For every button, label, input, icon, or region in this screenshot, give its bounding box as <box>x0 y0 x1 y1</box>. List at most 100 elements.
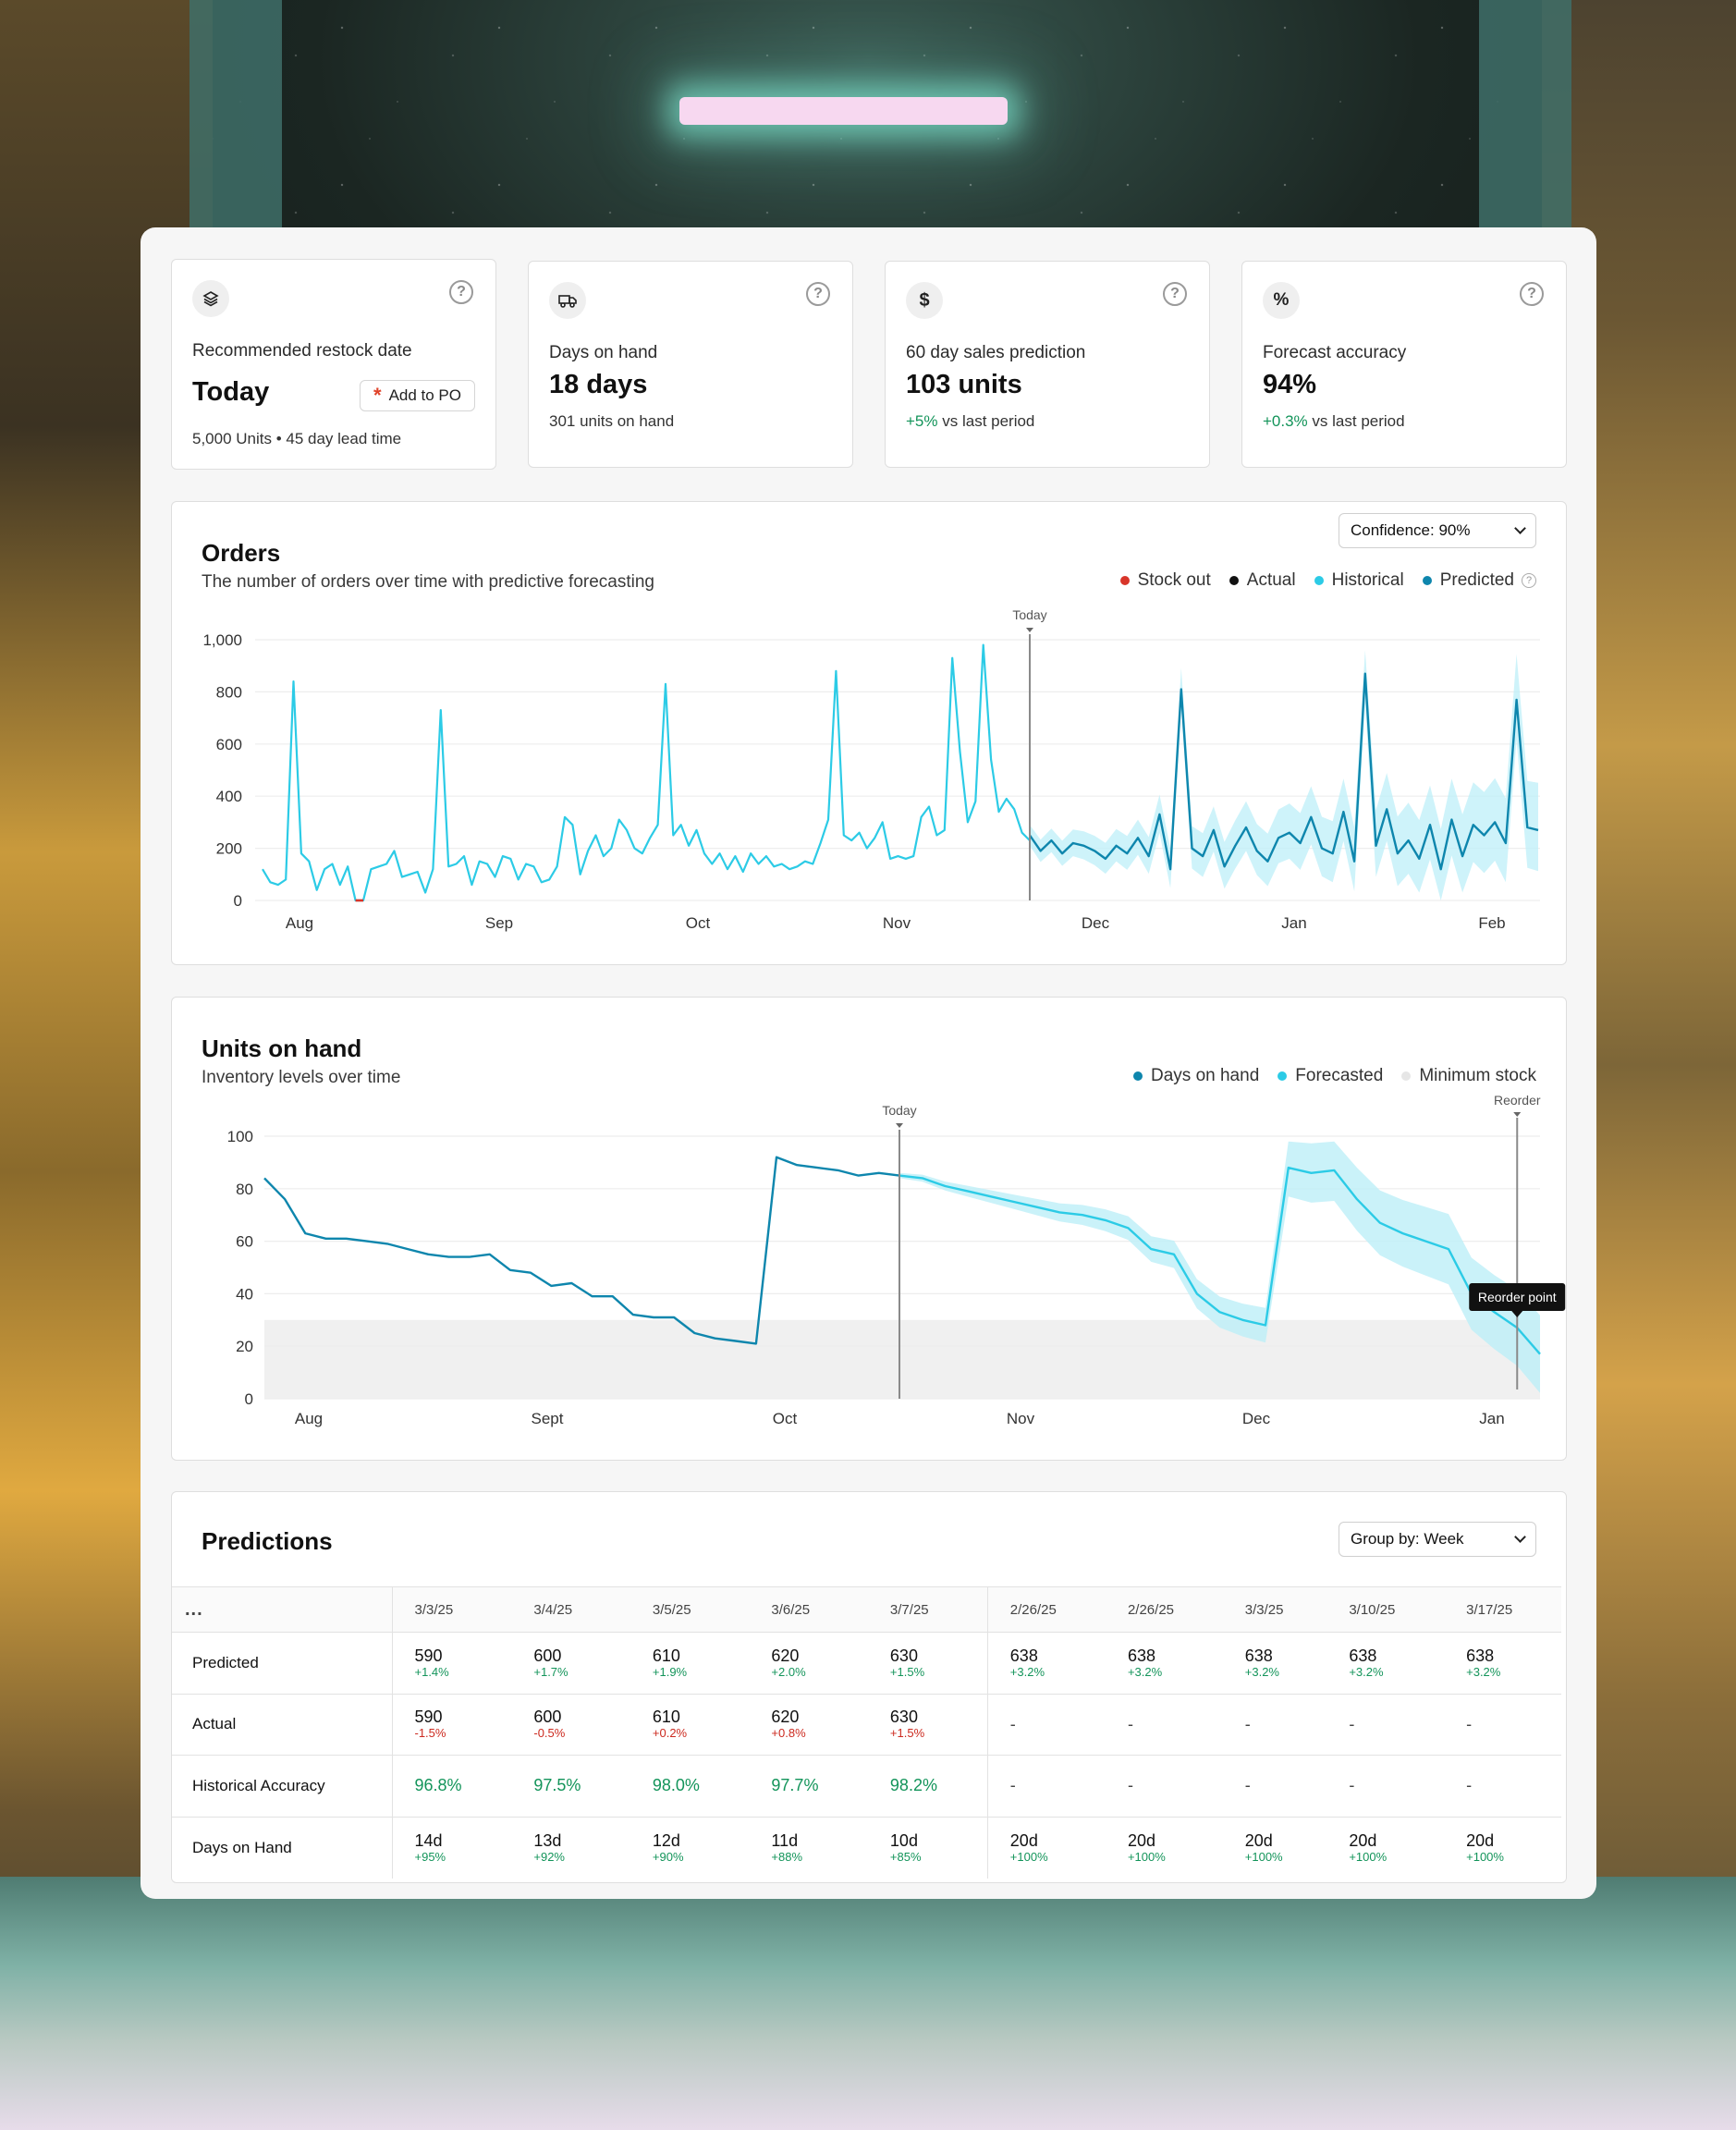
table-cell: 14d +95% <box>392 1816 512 1879</box>
row-label: Historical Accuracy <box>172 1755 393 1817</box>
group-by-select[interactable]: Group by: Week <box>1339 1522 1536 1557</box>
cell-value: 610 <box>652 1646 680 1665</box>
help-icon[interactable]: ? <box>449 280 473 304</box>
column-header[interactable]: 3/17/25 <box>1444 1586 1561 1633</box>
kpi-sub-text: vs last period <box>942 412 1035 430</box>
cell-delta: +92% <box>533 1849 565 1864</box>
column-header[interactable]: 3/6/25 <box>749 1586 868 1633</box>
table-cell: 98.0% <box>630 1755 750 1817</box>
kpi-sub: +5% vs last period <box>906 412 1034 431</box>
kpi-forecast-accuracy: % ? Forecast accuracy 94% +0.3% vs last … <box>1241 261 1567 468</box>
x-tick-label: Feb <box>1478 914 1505 932</box>
table-cell: - <box>1444 1693 1561 1756</box>
cell-delta: +1.7% <box>533 1664 568 1679</box>
layers-icon <box>192 280 229 317</box>
forecasted-series <box>899 1166 1541 1355</box>
units-legend: Days on hand Forecasted Minimum stock <box>1133 1066 1536 1086</box>
table-menu-button[interactable]: ... <box>172 1586 393 1633</box>
cell-delta: +100% <box>1009 1849 1048 1864</box>
cell-delta: -0.5% <box>533 1726 566 1741</box>
column-header[interactable]: 3/10/25 <box>1326 1586 1445 1633</box>
table-cell: 638 +3.2% <box>1222 1632 1327 1694</box>
cell-value: 20d <box>1127 1830 1155 1850</box>
x-tick-label: Aug <box>295 1410 323 1427</box>
floor <box>0 1877 1736 2130</box>
reorder-label: Reorder <box>1494 1093 1541 1108</box>
row-label: Days on Hand <box>172 1816 393 1879</box>
cell-delta: +3.2% <box>1127 1664 1163 1679</box>
truck-icon <box>549 282 586 319</box>
table-cell: 98.2% <box>867 1755 988 1817</box>
table-cell: 620 +0.8% <box>749 1693 868 1756</box>
legend-item-days-on-hand: Days on hand <box>1133 1066 1259 1086</box>
orders-subtitle: The number of orders over time with pred… <box>202 572 654 592</box>
units-chart: 0 20 40 60 80 100 Aug Sept Oct Nov Dec Jan Today Reor… <box>227 1093 1566 1427</box>
table-cell: - <box>987 1693 1106 1756</box>
days-on-hand-series <box>263 1156 900 1345</box>
column-header[interactable]: 2/26/25 <box>1105 1586 1223 1633</box>
kpi-value: 103 units <box>906 370 1022 399</box>
tooltip-pointer <box>1511 1311 1523 1317</box>
x-tick-label: Sep <box>485 914 513 932</box>
add-to-po-button[interactable]: * Add to PO <box>360 380 475 411</box>
y-tick-label: 100 <box>227 1128 253 1145</box>
table-cell: 638 +3.2% <box>1105 1632 1223 1694</box>
cell-value: 630 <box>889 1708 918 1727</box>
cell-delta: +100% <box>1127 1849 1166 1864</box>
kpi-restock-date: ? Recommended restock date Today * Add t… <box>171 259 496 470</box>
confidence-select[interactable]: Confidence: 90% <box>1339 513 1536 548</box>
column-header[interactable]: 3/4/25 <box>511 1586 630 1633</box>
table-cell: 630 +1.5% <box>867 1632 988 1694</box>
table-cell: 590 -1.5% <box>392 1693 512 1756</box>
help-icon[interactable]: ? <box>1520 282 1544 306</box>
cell-value: - <box>1466 1776 1473 1795</box>
cell-value: - <box>1349 1714 1355 1733</box>
table-cell: 96.8% <box>392 1755 512 1817</box>
kpi-delta: +0.3% <box>1263 412 1308 430</box>
table-cell: 610 +1.9% <box>630 1632 750 1694</box>
predictions-title: Predictions <box>202 1527 333 1555</box>
legend-item-forecasted: Forecasted <box>1278 1066 1383 1086</box>
cell-value: 638 <box>1466 1646 1495 1665</box>
kpi-sub: 301 units on hand <box>549 412 675 430</box>
help-icon[interactable]: ? <box>1163 282 1187 306</box>
cell-value: 620 <box>771 1708 800 1727</box>
right-pillar <box>1479 0 1571 240</box>
table-row: Historical Accuracy 96.8% 97.5% 98.0% 97.7% 9… <box>172 1755 1561 1817</box>
table-cell: 20d +100% <box>1444 1816 1561 1879</box>
legend-item-minimum-stock: Minimum stock <box>1401 1066 1536 1086</box>
asterisk-icon: * <box>373 384 382 407</box>
predictions-card: Predictions Group by: Week ... 3/3/25 3/4… <box>171 1491 1567 1883</box>
cell-value: 96.8% <box>414 1776 462 1795</box>
kpi-sub: +0.3% vs last period <box>1263 412 1405 431</box>
reorder-tooltip-text: Reorder point <box>1478 1290 1557 1304</box>
column-header[interactable]: 2/26/25 <box>987 1586 1106 1633</box>
cell-value: 11d <box>771 1830 799 1850</box>
x-tick-label: Nov <box>1007 1410 1035 1427</box>
cell-delta: +3.2% <box>1244 1664 1279 1679</box>
table-cell: 20d +100% <box>1105 1816 1223 1879</box>
column-header[interactable]: 3/7/25 <box>867 1586 988 1633</box>
column-header[interactable]: 3/3/25 <box>1222 1586 1327 1633</box>
today-arrow-icon <box>1026 628 1033 632</box>
x-tick-label: Oct <box>686 914 711 932</box>
dollar-icon: $ <box>906 282 943 319</box>
column-header[interactable]: 3/3/25 <box>392 1586 512 1633</box>
help-icon[interactable]: ? <box>806 282 830 306</box>
cell-value: 97.7% <box>771 1776 819 1795</box>
cell-delta: +3.2% <box>1466 1664 1501 1679</box>
row-label: Predicted <box>172 1632 393 1694</box>
table-cell: - <box>1326 1755 1445 1817</box>
orders-chart: 0 200 400 600 800 1,000 Aug Sep Oct Nov Dec Jan Feb T… <box>202 607 1540 932</box>
cell-delta: +1.9% <box>652 1664 688 1679</box>
cell-value: 630 <box>889 1646 918 1665</box>
column-header[interactable]: 3/5/25 <box>630 1586 750 1633</box>
predicted-series <box>1029 672 1539 871</box>
reorder-tooltip <box>1469 1283 1566 1311</box>
table-cell: - <box>1326 1693 1445 1756</box>
cell-delta: +90% <box>652 1849 684 1864</box>
percent-icon: % <box>1263 282 1300 319</box>
cell-delta: +1.5% <box>889 1664 925 1679</box>
table-cell: - <box>1222 1693 1327 1756</box>
help-icon[interactable]: ? <box>1522 573 1536 588</box>
